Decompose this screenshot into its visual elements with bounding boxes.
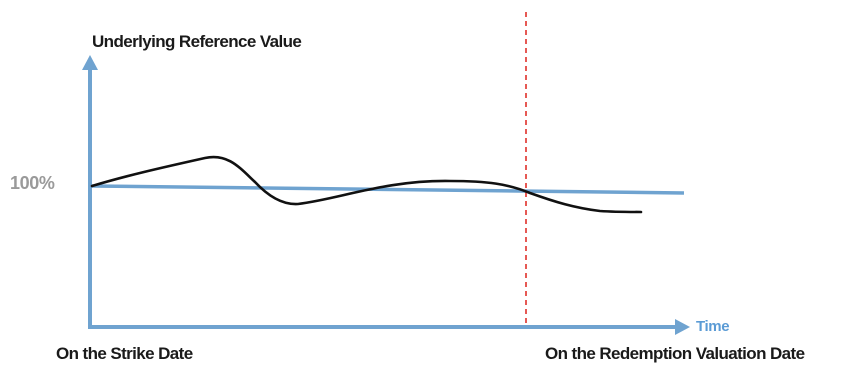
y-axis-label: Underlying Reference Value: [92, 32, 302, 51]
reference-level-line: [91, 184, 685, 195]
x-axis-arrowhead: [675, 319, 690, 335]
redemption-valuation-date-label: On the Redemption Valuation Date: [545, 344, 805, 363]
reference-level-label: 100%: [10, 173, 55, 193]
underlying-value-curve: [90, 155, 643, 214]
y-axis-arrowhead: [82, 55, 98, 70]
x-axis-label: Time: [696, 318, 730, 335]
strike-date-label: On the Strike Date: [56, 344, 193, 363]
